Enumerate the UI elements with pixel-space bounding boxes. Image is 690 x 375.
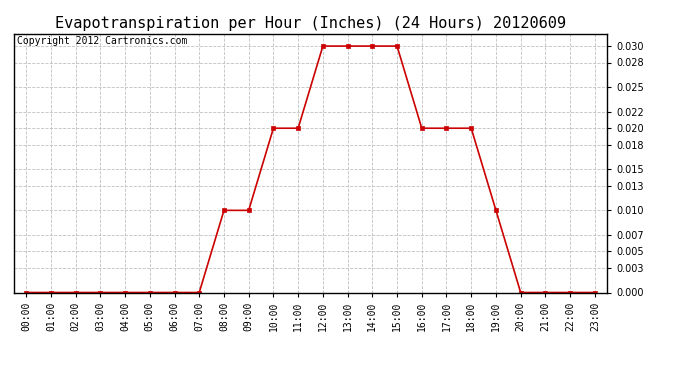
Text: Copyright 2012 Cartronics.com: Copyright 2012 Cartronics.com <box>17 36 187 46</box>
Title: Evapotranspiration per Hour (Inches) (24 Hours) 20120609: Evapotranspiration per Hour (Inches) (24… <box>55 16 566 31</box>
